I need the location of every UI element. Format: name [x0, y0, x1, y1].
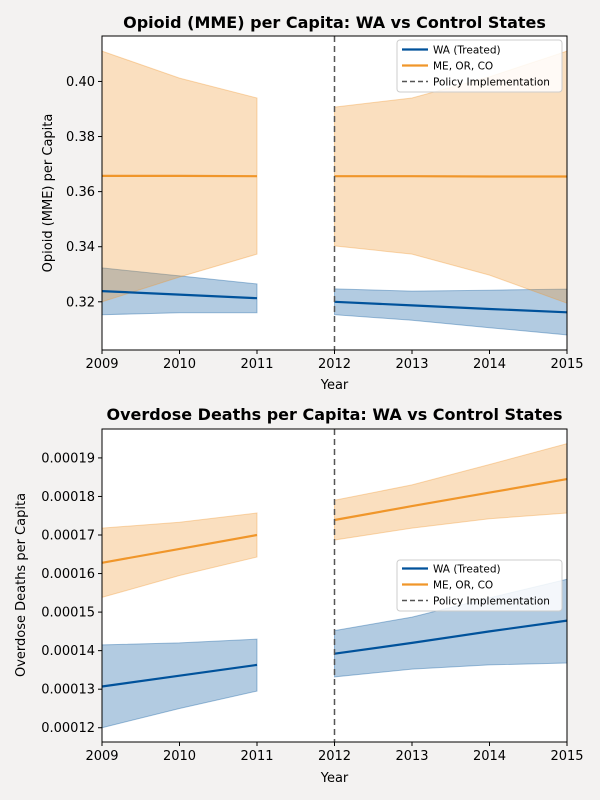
x-tick-label: 2012 — [318, 357, 351, 372]
chart-title: Opioid (MME) per Capita: WA vs Control S… — [123, 13, 546, 32]
series-lines — [101, 478, 568, 688]
y-tick-label: 0.38 — [66, 130, 95, 145]
x-tick-label: 2009 — [85, 749, 118, 764]
series-line-wa-pre — [101, 663, 258, 688]
x-tick-label: 2015 — [550, 749, 583, 764]
x-tick-label: 2010 — [163, 749, 196, 764]
legend: WA (Treated) ME, OR, CO Policy Implement… — [396, 559, 563, 612]
y-tick-label: 0.00017 — [41, 529, 95, 544]
x-tick-label: 2012 — [318, 749, 351, 764]
y-tick-label: 0.40 — [66, 75, 95, 90]
y-tick-label: 0.00014 — [41, 644, 95, 659]
x-tick-label: 2013 — [395, 357, 428, 372]
y-tick-label: 0.34 — [66, 240, 95, 255]
legend-label-policy: Policy Implementation — [433, 596, 550, 608]
y-tick-label: 0.00013 — [41, 683, 95, 698]
legend-label-policy: Policy Implementation — [433, 77, 550, 89]
chart-title: Overdose Deaths per Capita: WA vs Contro… — [107, 405, 563, 424]
x-tick-label: 2010 — [163, 357, 196, 372]
panel-overdose: 2009 2010 2011 2012 2013 2014 2015 0.000120.00… — [14, 405, 584, 786]
y-tick-label: 0.36 — [66, 185, 95, 200]
y-ticks: 0.00012 0.00013 0.00014 0.00015 0.00016 0.000… — [41, 451, 102, 736]
y-tick-label: 0.00018 — [41, 490, 95, 505]
legend-label-control: ME, OR, CO — [433, 580, 493, 592]
series-line-wa-post — [334, 619, 568, 655]
x-tick-label: 2011 — [240, 357, 273, 372]
legend-label-wa: WA (Treated) — [433, 45, 501, 57]
series-line-control-post — [334, 478, 568, 522]
x-axis-label: Year — [320, 378, 349, 393]
x-axis-label: Year — [320, 771, 349, 786]
x-tick-label: 2009 — [85, 357, 118, 372]
y-tick-label: 0.00012 — [41, 721, 95, 736]
y-ticks: 0.32 0.34 0.36 0.38 0.40 — [66, 75, 102, 310]
x-ticks: 2009 2010 2011 2012 2013 2014 2015 — [85, 350, 584, 372]
series-line-wa-post — [334, 300, 568, 314]
y-tick-label: 0.32 — [66, 295, 95, 310]
series-lines — [101, 174, 568, 314]
y-tick-label: 0.00016 — [41, 567, 95, 582]
x-tick-label: 2011 — [240, 749, 273, 764]
legend-frame — [396, 39, 563, 93]
x-tick-label: 2015 — [550, 357, 583, 372]
x-tick-label: 2014 — [473, 749, 506, 764]
series-line-wa-pre — [101, 290, 258, 300]
x-tick-label: 2014 — [473, 357, 506, 372]
legend-label-wa: WA (Treated) — [433, 564, 501, 576]
y-axis-label: Overdose Deaths per Capita — [14, 493, 29, 677]
series-line-control-pre — [101, 533, 258, 564]
y-tick-label: 0.00019 — [41, 451, 95, 466]
legend-label-control: ME, OR, CO — [433, 61, 493, 73]
legend-frame — [396, 559, 563, 612]
y-axis-label: Opioid (MME) per Capita — [41, 114, 56, 273]
y-tick-label: 0.00015 — [41, 606, 95, 621]
panel-opioid: 2009 2010 2011 2012 2013 2014 2015 0.320.340.3… — [41, 13, 584, 393]
x-tick-label: 2013 — [395, 749, 428, 764]
legend: WA (Treated) ME, OR, CO Policy Implement… — [396, 39, 563, 93]
x-ticks: 2009 2010 2011 2012 2013 2014 2015 — [85, 742, 584, 764]
